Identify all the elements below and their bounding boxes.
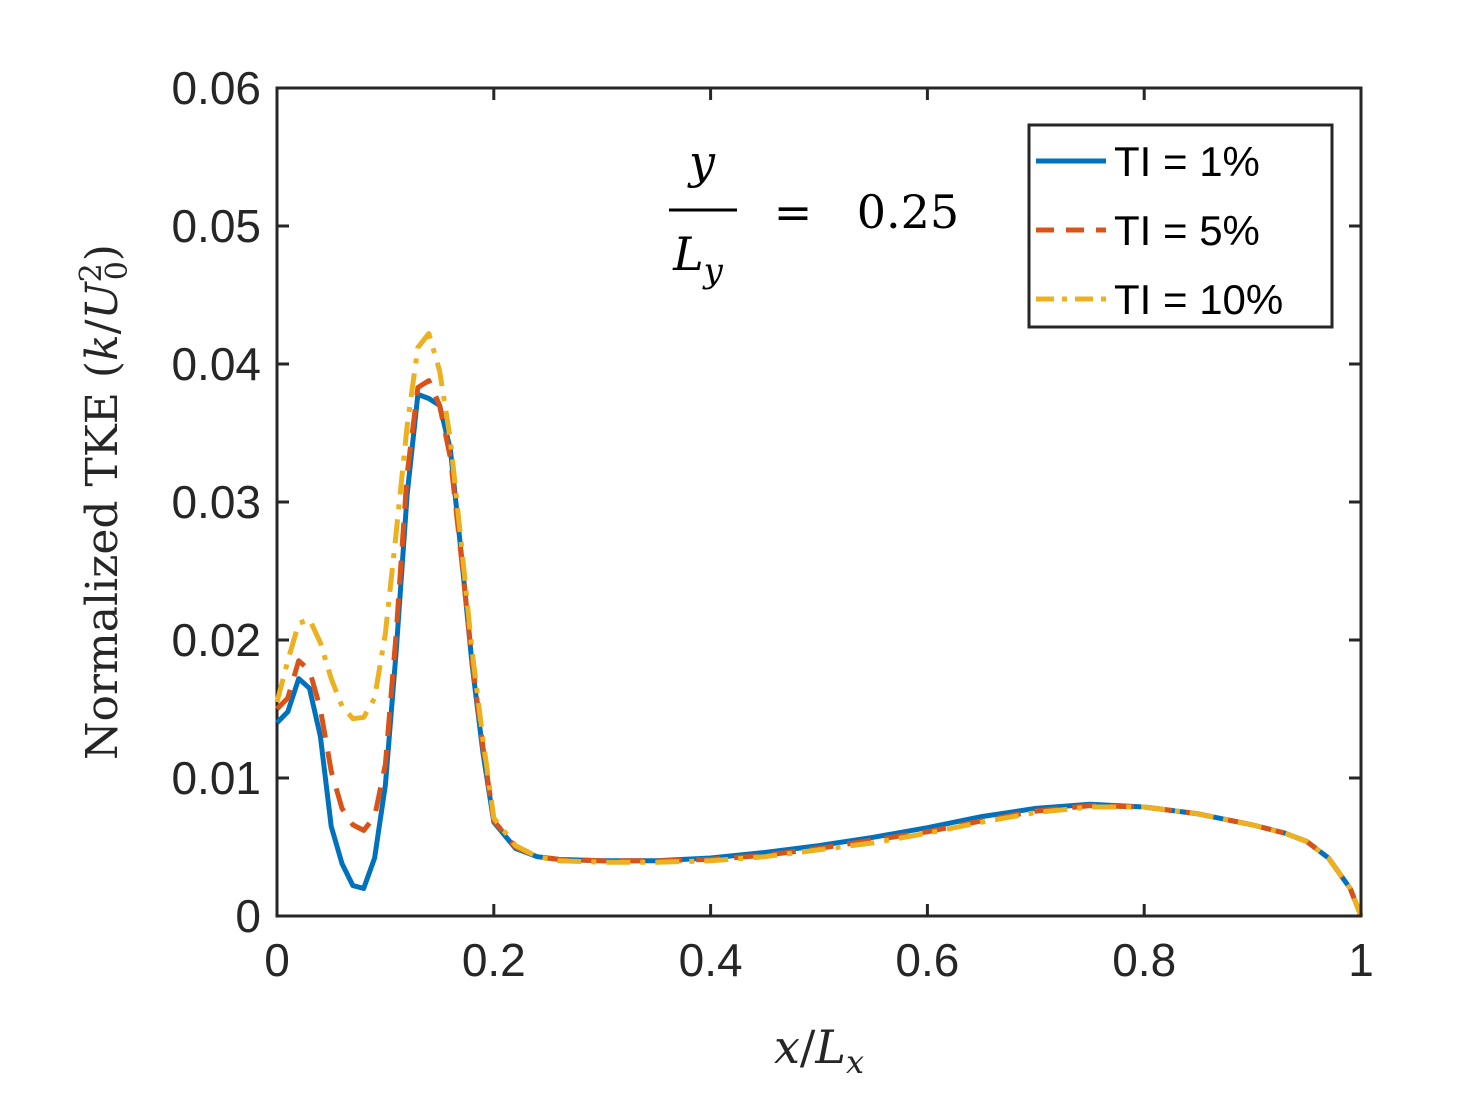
- y-tick-label: 0.05: [171, 200, 261, 252]
- y-tick-label: 0: [235, 890, 261, 942]
- x-tick-label: 1: [1348, 934, 1374, 986]
- series-layer: [274, 331, 1364, 917]
- svg-text:Normalized TKE (k/U20): Normalized TKE (k/U20): [74, 244, 135, 760]
- x-tick-label: 0.4: [679, 934, 743, 986]
- svg-text:x/Lx: x/Lx: [774, 1020, 864, 1081]
- y-tick-labels: 0 0.01 0.02 0.03 0.04 0.05 0.06: [171, 62, 261, 942]
- y-tick-label: 0.03: [171, 476, 261, 528]
- y-tick-label: 0.02: [171, 614, 261, 666]
- x-tick-label: 0.8: [1112, 934, 1176, 986]
- legend-label-3: TI = 10%: [1114, 276, 1283, 323]
- legend-label-2: TI = 5%: [1114, 207, 1260, 254]
- x-tick-labels: 0 0.2 0.4 0.6 0.8 1: [264, 934, 1374, 986]
- annotation-y-over-ly: y Ly = 0.25: [669, 135, 959, 291]
- y-tick-label: 0.06: [171, 62, 261, 114]
- series-line-3: [274, 331, 1364, 917]
- y-axis-label: Normalized TKE (k/U20): [74, 244, 135, 760]
- x-tick-label: 0.6: [895, 934, 959, 986]
- annotation-value: 0.25: [857, 185, 959, 239]
- y-tick-label: 0.01: [171, 752, 261, 804]
- x-tick-label: 0.2: [462, 934, 526, 986]
- annotation-numerator: y: [687, 135, 716, 189]
- legend-label-1: TI = 1%: [1114, 138, 1260, 185]
- tick-layer: [275, 86, 1363, 918]
- legend: TI = 1% TI = 5% TI = 10%: [1027, 123, 1334, 329]
- x-axis-label-var: x: [774, 1020, 800, 1074]
- y-tick-label: 0.04: [171, 338, 261, 390]
- x-tick-label: 0: [264, 934, 290, 986]
- annotation-equals: =: [774, 185, 813, 239]
- legend-items: TI = 1% TI = 5% TI = 10%: [1036, 138, 1283, 323]
- x-axis-label: x/Lx: [774, 1020, 864, 1081]
